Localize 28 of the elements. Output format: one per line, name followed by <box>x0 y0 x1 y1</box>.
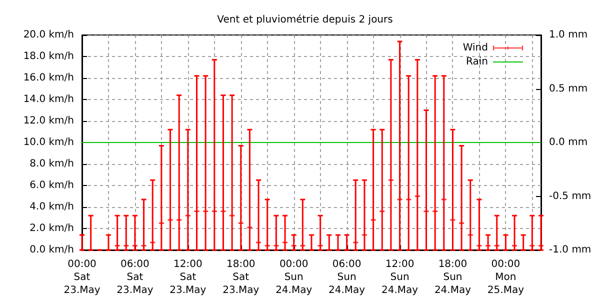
y-tick-label: 14.0 km/h <box>23 94 74 105</box>
y2-tick-label: 0.0 mm <box>549 137 588 148</box>
y-tick-label: 0.0 km/h <box>30 244 74 256</box>
x-tick-label: 18:00 Sun 24.May <box>434 259 472 296</box>
y-tick-label: 10.0 km/h <box>23 137 74 148</box>
x-tick-label: 06:00 Sun 24.May <box>328 259 366 296</box>
y-tick-label: 20.0 km/h <box>23 30 74 40</box>
legend-label: Rain <box>466 56 488 68</box>
x-tick-label: 00:00 Sun 24.May <box>276 259 312 296</box>
legend-label: Wind <box>462 42 488 54</box>
y-tick-label: 8.0 km/h <box>30 158 74 170</box>
y-tick-label: 6.0 km/h <box>30 180 74 191</box>
y-tick-label: 12.0 km/h <box>23 116 74 126</box>
x-tick-label: 12:00 Sat 23.May <box>170 259 206 296</box>
x-tick-label: 00:00 Sat 23.May <box>64 259 100 296</box>
y-tick-label: 4.0 km/h <box>30 202 74 212</box>
y-tick-label: 18.0 km/h <box>23 51 74 62</box>
x-tick-label: 12:00 Sun 24.May <box>381 259 418 296</box>
y2-tick-label: -1.0 mm <box>549 244 592 256</box>
x-tick-label: 00:00 Mon 25.May <box>487 259 524 296</box>
y2-tick-label: 1.0 mm <box>549 30 588 40</box>
y-tick-label: 2.0 km/h <box>30 223 74 234</box>
y-tick-label: 16.0 km/h <box>23 72 74 84</box>
x-tick-label: 18:00 Sat 23.May <box>222 259 260 296</box>
y2-tick-label: -0.5 mm <box>549 190 592 202</box>
y2-tick-label: 0.5 mm <box>549 83 588 94</box>
chart-title: Vent et pluviométrie depuis 2 jours <box>217 14 393 26</box>
x-tick-label: 06:00 Sat 23.May <box>116 259 154 296</box>
